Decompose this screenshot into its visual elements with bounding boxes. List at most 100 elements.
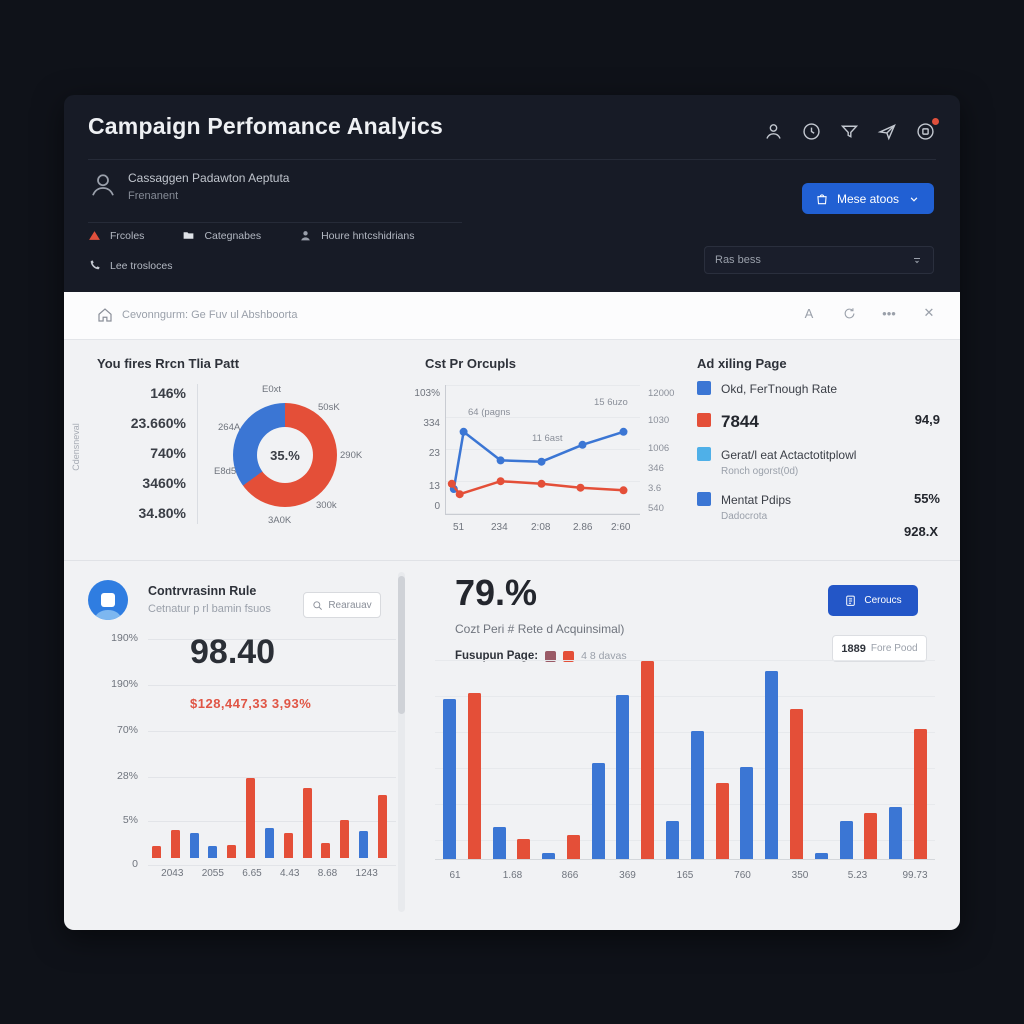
- legend-swatch: [697, 447, 711, 461]
- funnel-note: 4 8 davas: [581, 650, 627, 662]
- donut-ring-label: E0xt: [262, 384, 282, 395]
- bar-red: [152, 846, 161, 858]
- acquisition-subheadline: Cozt Peri # Rete d Acquinsimal): [455, 622, 625, 636]
- funnel-legend: Fusupun Page: 4 8 davas: [455, 650, 627, 662]
- conversion-y-tick: 28%: [116, 770, 138, 782]
- more-icon[interactable]: •••: [882, 305, 896, 321]
- line-x-tick: 234: [491, 522, 508, 533]
- line-x-tick: 2:08: [531, 522, 551, 533]
- bar-red: [467, 693, 481, 859]
- line-y-tick-right: 540: [648, 503, 664, 514]
- text-size-icon[interactable]: A: [804, 305, 814, 321]
- bar-blue: [765, 671, 779, 859]
- nav-item[interactable]: Lee trosloces: [88, 259, 172, 272]
- legend-swatch: [697, 413, 711, 427]
- line-y-tick-right: 3.6: [648, 483, 662, 494]
- donut-center-value: 35.%: [257, 427, 313, 483]
- breadcrumb: Cevonngurm: Ge Fuv ul Abshboorta: [122, 309, 298, 321]
- header-divider: [88, 159, 936, 160]
- sort-icon: [914, 258, 920, 264]
- line-x-tick: 51: [453, 522, 465, 533]
- acquisition-x-axis: 61 1.68 866 369 165 760 350 5.23 99.73: [440, 870, 930, 881]
- legend-item-sublabel: Dadocrota: [721, 511, 768, 522]
- legend-footer-value: 928.X: [904, 524, 938, 539]
- conversion-x-tick: 6.65: [242, 868, 262, 879]
- filter-icon[interactable]: [839, 121, 860, 142]
- donut-ring-label: 300k: [316, 500, 337, 511]
- bar-blue: [264, 827, 274, 858]
- more-options-button[interactable]: Mese atoos: [801, 183, 934, 214]
- clock-icon[interactable]: [801, 121, 822, 142]
- nav-item[interactable]: Frcoles: [88, 229, 144, 242]
- filter-dropdown[interactable]: Ras bess: [704, 246, 934, 274]
- info-box-text: Fore Pood: [870, 643, 918, 654]
- search-button[interactable]: Rearauav: [303, 592, 381, 618]
- legend-item[interactable]: Okd, FerTnough Rate: [697, 380, 940, 398]
- bar-blue: [591, 763, 605, 859]
- conversion-y-tick: 5%: [122, 814, 138, 826]
- legend-item[interactable]: 7844 94,9: [697, 412, 940, 432]
- folder-icon: [182, 229, 195, 242]
- acquisition-bar-chart: [435, 660, 935, 860]
- info-box[interactable]: 1889 Fore Pood: [832, 635, 927, 662]
- bar-red: [283, 833, 293, 858]
- funnel-swatch-red: [563, 650, 575, 662]
- account-role: Frenanent: [128, 190, 179, 202]
- bar-red: [641, 661, 655, 859]
- donut-stats-list: 146% 23.660% 740% 3460% 34.80%: [100, 378, 186, 528]
- home-icon[interactable]: [96, 306, 114, 324]
- line-y-tick-left: 13: [428, 481, 440, 492]
- dashboard-panel: Cevonngurm: Ge Fuv ul Abshboorta A ••• ✕…: [64, 292, 960, 930]
- close-icon[interactable]: ✕: [923, 305, 935, 320]
- line-y-tick-right: 1006: [648, 443, 670, 454]
- refresh-icon[interactable]: [840, 304, 858, 322]
- line-y-tick-right: 346: [648, 463, 664, 474]
- user-icon[interactable]: [763, 121, 784, 142]
- line-y-tick-left: 23: [428, 448, 440, 459]
- legend-item-sublabel: Ronch ogorst(0d): [721, 466, 799, 477]
- search-button-label: Rearauav: [328, 599, 372, 611]
- acquisition-x-tick: 99.73: [902, 870, 928, 881]
- filter-dropdown-value: Ras bess: [715, 254, 761, 266]
- conversion-y-tick: 70%: [116, 724, 138, 736]
- line-chart: 64 (pagns 11 6ast 15 6uzo: [445, 385, 640, 515]
- funnel-swatch-dark: [545, 650, 557, 662]
- account-name: Cassaggen Padawton Aeptuta: [128, 171, 290, 185]
- conversion-x-axis: 2043 2055 6.65 4.43 8.68 1243: [152, 868, 387, 879]
- send-icon[interactable]: [877, 121, 898, 142]
- account-avatar-icon: [88, 169, 118, 199]
- more-options-button-label: Mese atoos: [836, 191, 899, 206]
- bar-blue: [666, 821, 680, 859]
- conversion-card-title: Contrvrasinn Rule: [148, 584, 257, 598]
- acquisition-x-tick: 5.23: [847, 870, 868, 881]
- bar-blue: [690, 731, 704, 859]
- bar-blue: [542, 853, 556, 859]
- series-blue-point: [619, 427, 628, 436]
- nav-item[interactable]: Houre hntcshidrians: [299, 229, 414, 242]
- bar-blue: [492, 827, 506, 859]
- line-y-tick-right: 12000: [648, 388, 675, 399]
- donut-chart: 35.%: [233, 403, 337, 507]
- series-blue-point: [537, 457, 546, 466]
- info-box-number: 1889: [841, 642, 866, 655]
- conversion-y-tick: 190%: [111, 632, 138, 644]
- bar-red: [377, 795, 387, 858]
- apps-icon[interactable]: [915, 118, 939, 142]
- scrollbar-thumb[interactable]: [398, 576, 405, 714]
- conversion-highlight-value: $128,447,33 3,93%: [190, 696, 312, 711]
- scrollbar[interactable]: [398, 572, 405, 912]
- page-title: Campaign Perfomance Analyics: [88, 113, 443, 139]
- line-chart-title: Cst Pr Orcupls: [425, 356, 517, 371]
- legend-item[interactable]: Gerat/l eat Actactotitplowl Ronch ogorst(…: [697, 446, 940, 477]
- conversion-x-tick: 2043: [161, 868, 184, 879]
- bar-blue: [814, 853, 828, 859]
- line-x-tick: 2:60: [611, 522, 631, 533]
- bar-blue: [740, 767, 754, 859]
- acquisition-x-tick: 1.68: [502, 870, 523, 881]
- chart-annotation: 15 6uzo: [594, 397, 628, 408]
- line-y-tick-left: 0: [434, 501, 440, 512]
- conversion-x-tick: 2055: [201, 868, 224, 879]
- legend-item[interactable]: Mentat Pdips Dadocrota 55%: [697, 491, 940, 522]
- nav-item[interactable]: Categnabes: [182, 229, 261, 242]
- compare-button[interactable]: Ceroucs: [828, 585, 918, 616]
